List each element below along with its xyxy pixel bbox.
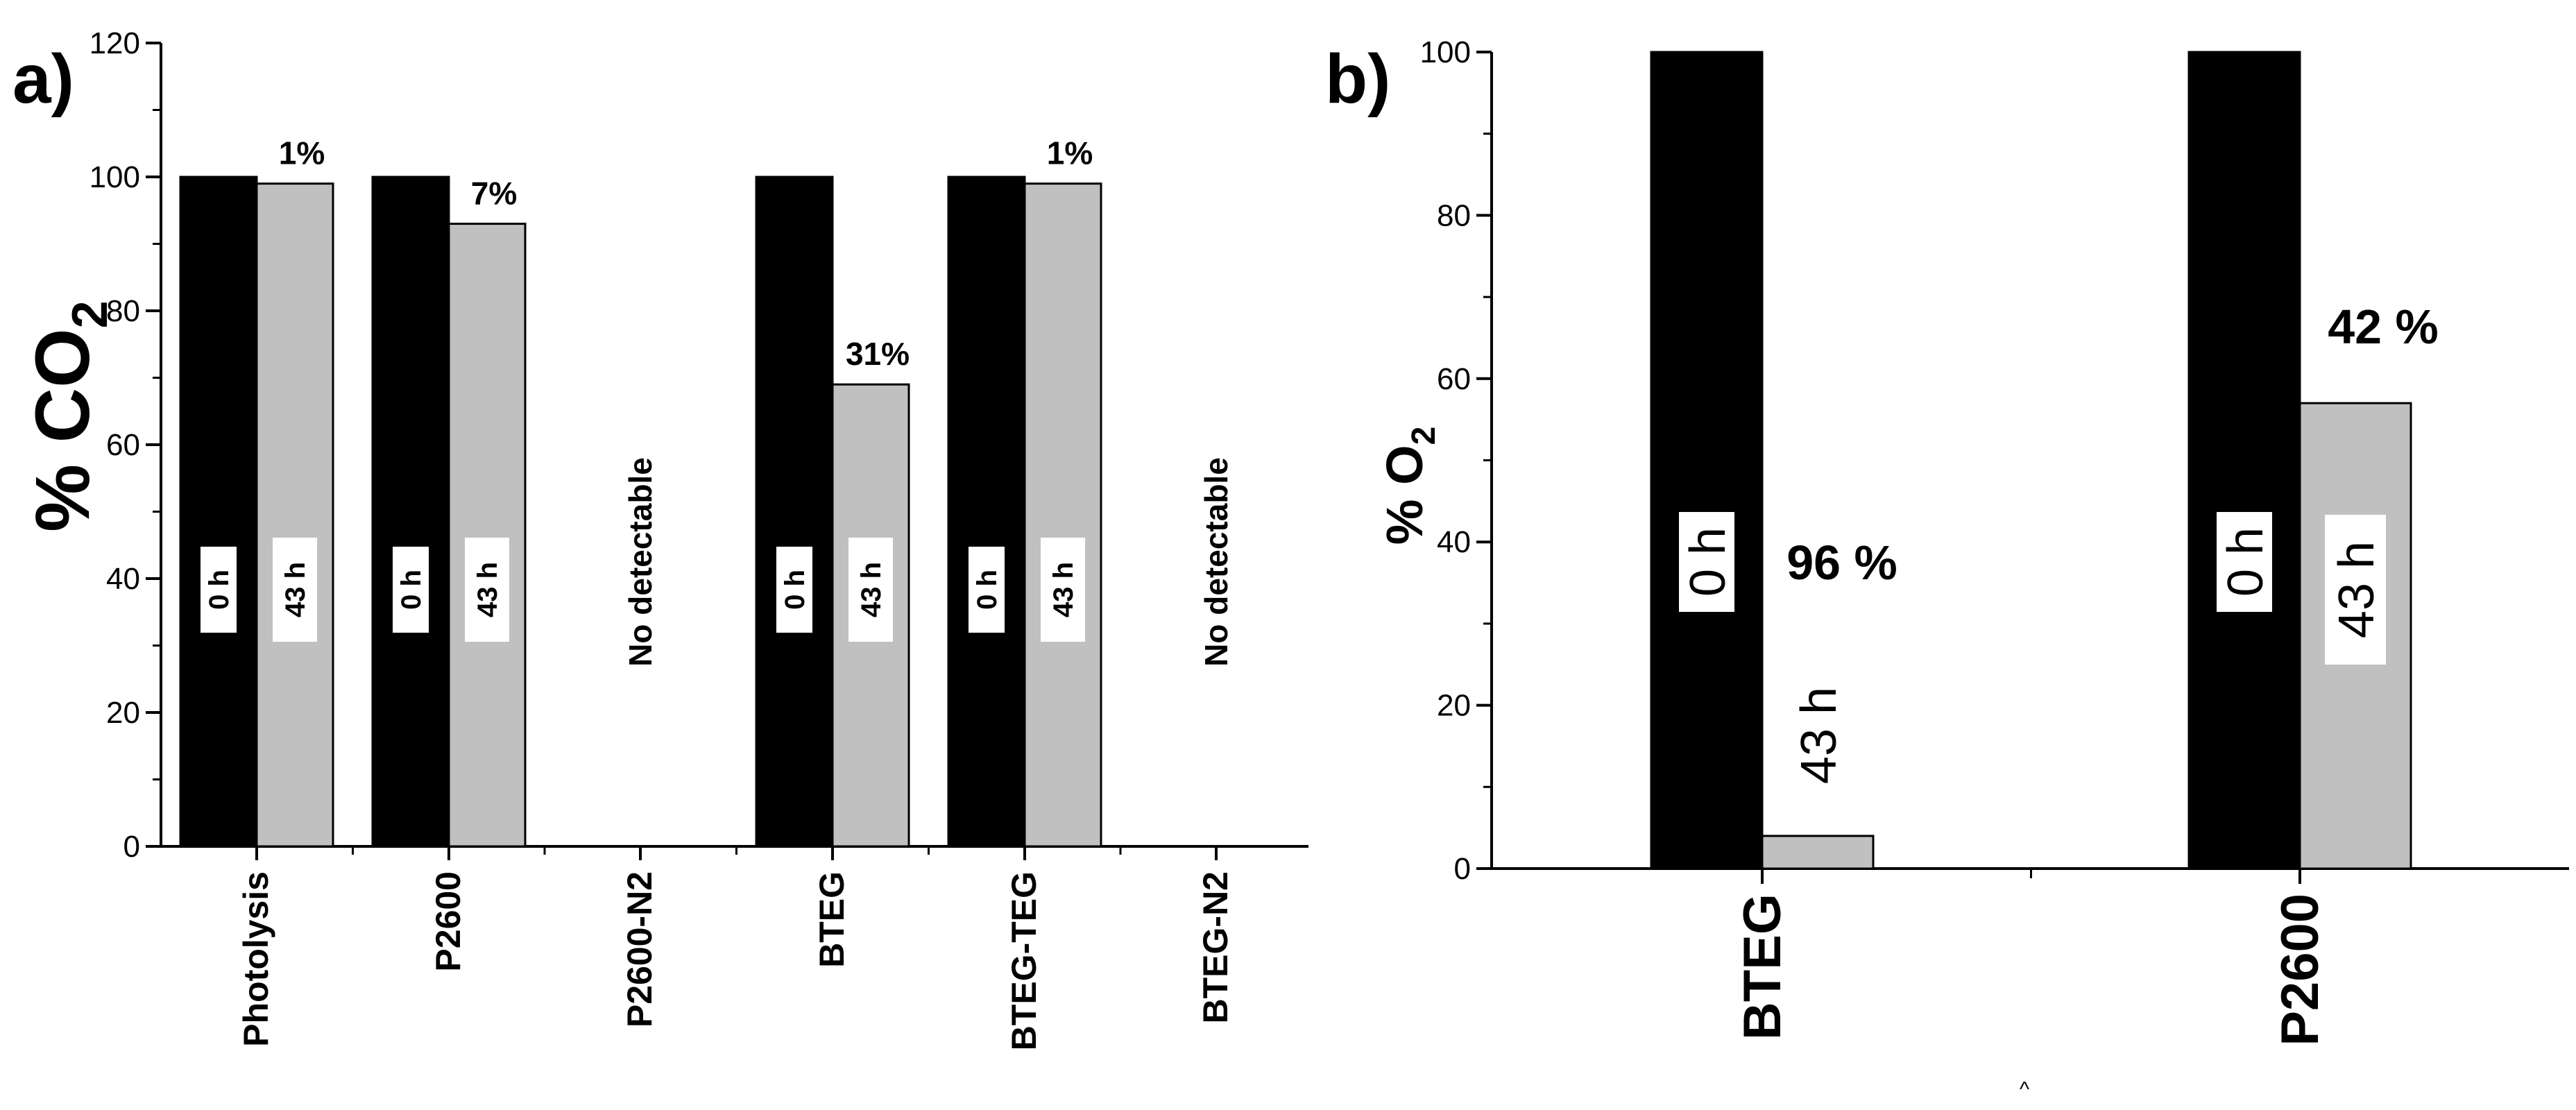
y-tick-label: 40	[106, 562, 140, 596]
bar-label-0h: 0 h	[972, 570, 1003, 610]
y-axis-title-subscript: 2	[62, 300, 118, 328]
x-tick-label: BTEG-TEG	[1005, 871, 1043, 1050]
bar-label-43h: 43 h	[1791, 687, 1847, 784]
y-axis-title: % CO2	[20, 300, 118, 531]
x-tick-label: P2600	[2271, 894, 2330, 1046]
panel-label: a)	[12, 40, 74, 118]
bar-0h	[2187, 51, 2301, 870]
y-tick-label: 20	[106, 696, 140, 730]
y-tick-label: 100	[1420, 35, 1471, 69]
bar-43h	[447, 223, 527, 848]
footer-mark: ^	[2020, 1078, 2029, 1101]
bar-label-box	[2325, 515, 2386, 665]
bar-label-43h: 43 h	[2329, 541, 2385, 638]
y-tick-label: 100	[89, 160, 140, 194]
panel-b: 0 20 40 60 80 100 BTEG P2600 0 h 43 h 0 h 43 h 96 % 4…	[1325, 35, 2569, 1046]
y-tick-label: 80	[1437, 198, 1471, 232]
y-tick-label: 60	[106, 428, 140, 462]
bar-label-43h: 43 h	[856, 562, 887, 617]
no-data-label: No detectable	[622, 457, 658, 667]
bar-0h	[755, 176, 834, 848]
bar-label-box	[1041, 538, 1085, 642]
bar-label-0h: 0 h	[780, 570, 810, 610]
percent-label: 42 %	[2328, 300, 2439, 354]
y-tick-label: 40	[1437, 525, 1471, 559]
bar-label-43h: 43 h	[472, 562, 503, 617]
bar-label-box	[465, 538, 509, 642]
bar-43h	[1761, 835, 1875, 870]
percent-label: 1%	[279, 135, 325, 171]
percent-label: 31%	[846, 336, 910, 372]
y-tick-label: 120	[89, 26, 140, 60]
bar-label-43h: 43 h	[280, 562, 311, 617]
x-tick-label: BTEG	[1733, 894, 1792, 1040]
x-tick-label: P2600	[429, 871, 468, 972]
bar-label-box	[273, 538, 317, 642]
bar-43h	[255, 182, 334, 848]
bar-0h	[1650, 51, 1764, 870]
bar-43h	[1023, 182, 1102, 848]
bar-0h	[947, 176, 1026, 848]
bar-label-43h: 43 h	[1048, 562, 1079, 617]
percent-label: 1%	[1047, 135, 1093, 171]
y-tick-label: 0	[1454, 852, 1471, 886]
bar-label-box	[2217, 512, 2272, 612]
bar-0h	[371, 176, 450, 848]
y-tick-label: 0	[123, 830, 140, 864]
y-tick-label: 60	[1437, 362, 1471, 396]
bar-label-box	[848, 538, 893, 642]
bar-label-box	[1679, 512, 1734, 612]
x-tick-label: Photolysis	[237, 871, 275, 1047]
y-axis-title: % O2	[1376, 427, 1442, 545]
x-tick-label: BTEG	[812, 871, 851, 968]
bar-0h	[179, 176, 258, 848]
x-tick-label: BTEG-N2	[1196, 871, 1235, 1023]
percent-label: 7%	[471, 176, 517, 212]
panel-label: b)	[1325, 40, 1390, 118]
bar-label-box	[969, 547, 1005, 633]
bar-label-box	[776, 547, 812, 633]
bar-label-box	[393, 547, 429, 633]
panel-a: 0 20 40 60 80 100 120 Photolysis P2600 P2600-N2 BT…	[12, 26, 1308, 1050]
bar-label-box	[201, 547, 237, 633]
y-axis-title-subscript: 2	[1406, 427, 1442, 445]
bar-label-0h: 0 h	[204, 570, 234, 610]
no-data-label: No detectable	[1198, 457, 1234, 667]
x-tick-label: P2600-N2	[620, 871, 659, 1027]
y-tick-label: 80	[106, 294, 140, 328]
percent-label: 96 %	[1786, 536, 1897, 590]
bar-label-0h: 0 h	[1680, 527, 1736, 597]
y-tick-label: 20	[1437, 689, 1471, 723]
bar-label-0h: 0 h	[2218, 527, 2274, 597]
bar-label-0h: 0 h	[396, 570, 427, 610]
